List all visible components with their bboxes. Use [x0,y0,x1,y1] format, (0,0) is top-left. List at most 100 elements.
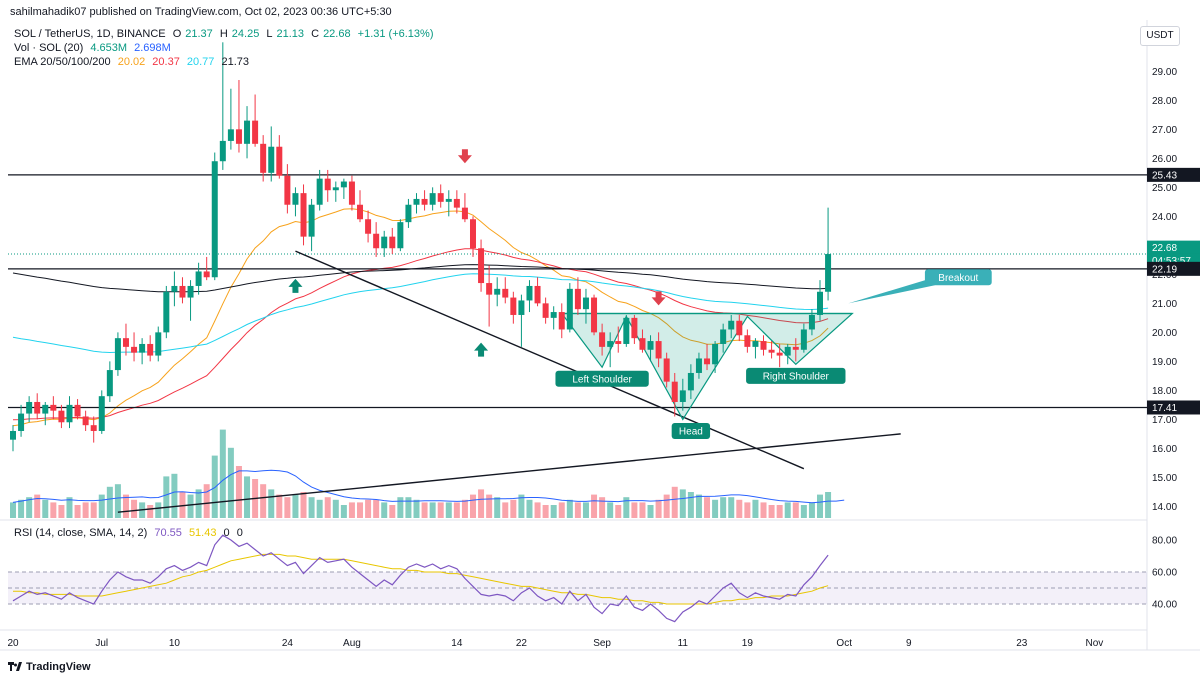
tradingview-logo[interactable]: TradingView [8,661,91,673]
volume-bar [494,497,501,518]
price-tick-label: 29.00 [1152,67,1177,78]
candle-body [704,358,711,365]
volume-bar [679,489,686,518]
candle-body [566,288,573,330]
candle-body [397,222,404,249]
symbol-legend-row: SOL / TetherUS, 1D, BINANCE O 21.37 H 24.2… [14,28,438,40]
level-price-badge-text: 25.43 [1152,170,1177,181]
ema-legend-row: EMA 20/50/100/200 20.02 20.37 20.77 21.7… [14,56,253,68]
candle-body [687,372,694,391]
annotation-pointer [848,280,935,304]
candle-body [332,187,339,191]
candle-body [736,320,743,336]
candle-body [671,381,678,402]
rsi-value: 70.55 [154,527,182,539]
volume-bar [695,494,702,518]
volume-bar [292,494,299,518]
candle-body [244,120,251,144]
volume-bar [720,497,727,518]
candle-body [526,285,533,301]
candle-body [292,193,299,205]
price-tick-label: 24.00 [1152,212,1177,223]
level-price-badge [1147,167,1200,182]
volume-bar [704,497,711,518]
rsi-sma-value: 51.43 [188,527,217,539]
volume-bar [235,466,242,518]
volume-bar [566,499,573,518]
candle-body [82,416,89,426]
price-tick-label: 27.00 [1152,125,1177,136]
rsi-label: RSI (14, close, SMA, 14, 2) [14,527,148,539]
up-arrow-marker [474,342,489,357]
candle-body [163,291,170,333]
ohlc-high: 24.25 [231,28,260,40]
volume-bar [526,499,533,518]
candle-body [469,219,476,249]
volume-bar [800,505,807,518]
tradingview-logo-icon [8,662,22,671]
ema-label: EMA 20/50/100/200 [14,56,111,68]
price-tick-label: 14.00 [1152,502,1177,513]
candle-body [599,332,606,347]
volume-bar [357,502,364,518]
candle-body [131,346,138,353]
candle-body [211,161,218,278]
volume-bar [502,502,509,518]
down-arrow-marker [457,149,472,164]
candle-body [405,204,412,223]
volume-bar [639,502,646,518]
volume-bar [147,505,154,518]
rsi-sma-line [13,553,829,605]
candle-body [18,413,25,431]
rsi-legend-row: RSI (14, close, SMA, 14, 2) 70.55 51.43 … [14,527,247,539]
price-tick-label: 15.00 [1152,473,1177,484]
candle-body [631,317,638,339]
candle-body [486,283,493,295]
volume-bar [461,499,468,518]
volume-bar [712,499,719,518]
rsi-line [12,534,829,623]
volume-bar [736,499,743,518]
candle-body [639,338,646,350]
candle-body [147,343,154,356]
candle-body [389,236,396,249]
candle-body [74,404,81,417]
candle-body [679,390,686,402]
volume-bar [26,497,33,518]
volume-bar [50,502,57,518]
candle-body [760,341,767,350]
ohlc-low: 21.13 [276,28,305,40]
volume-bar [332,499,339,518]
candle-body [284,175,291,205]
volume-bar [122,494,129,518]
currency-button[interactable]: USDT [1140,26,1180,46]
volume-bar [260,484,267,518]
volume-bar [437,502,444,518]
candle-body [784,346,791,356]
volume-bar [776,505,783,518]
volume-bar [429,502,436,518]
candle-body [413,198,420,205]
volume-bar [211,455,218,518]
level-price-badge [1147,400,1200,415]
ohlc-low-label: L [266,28,273,40]
volume-bar [34,494,41,518]
published-line: sahilmahadik07 published on TradingView.… [10,6,392,18]
ohlc-high-label: H [219,28,228,40]
volume-legend-row: Vol · SOL (20) 4.653M 2.698M [14,42,175,54]
candle-body [776,352,783,356]
volume-bar [574,502,581,518]
volume-bar [542,505,549,518]
tradingview-brand: TradingView [26,661,91,673]
candle-body [34,401,41,414]
candle-body [381,236,388,249]
volume-bar [300,492,307,518]
volume-bar [10,502,16,518]
candle-body [808,314,815,330]
volume-bar [324,497,331,518]
candle-body [340,181,347,188]
annotation-text: Right Shoulder [763,371,830,382]
ema100-value: 20.77 [186,56,215,68]
volume-bar [227,447,234,518]
